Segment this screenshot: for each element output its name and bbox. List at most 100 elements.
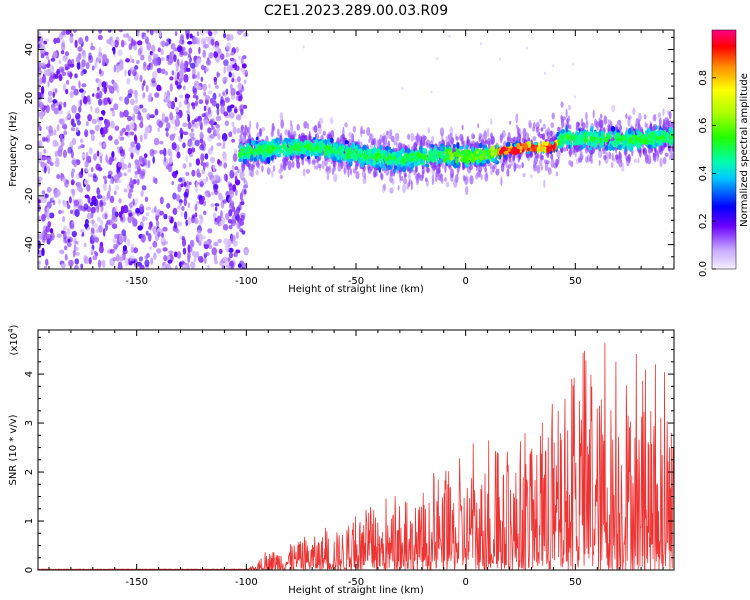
spectrogram-noise-dot (188, 61, 191, 65)
spectrogram-noise-dot (187, 202, 191, 209)
spectrogram-noise-dot (129, 54, 132, 64)
spectrogram-noise-dot (230, 234, 236, 242)
spectrogram-noise-dot (146, 30, 150, 33)
spectrogram-halo-dot (426, 167, 431, 173)
spectrogram-noise-dot (109, 177, 114, 184)
spectrogram-halo-dot (278, 168, 283, 174)
spectrogram-halo-dot (394, 132, 400, 142)
spectrogram-noise-dot (158, 120, 164, 128)
spectrogram-noise-dot (143, 132, 148, 140)
spectrogram-halo-dot (550, 130, 553, 137)
spectrogram-noise-dot (101, 195, 107, 203)
spectrogram-noise-dot (178, 69, 184, 78)
spectrogram-noise-dot (242, 55, 247, 60)
spectrogram-halo-dot (602, 147, 606, 155)
spectrogram-noise-dot (207, 228, 213, 234)
spectrogram-noise-dot (178, 101, 182, 109)
spectrogram-halo-dot (415, 175, 419, 186)
spectrogram-halo-dot (287, 129, 291, 138)
spectrogram-noise-dot (198, 99, 204, 105)
spectrogram-noise-dot (117, 171, 123, 178)
spectrogram-noise-dot (175, 194, 181, 202)
spectrogram-noise-dot (64, 253, 68, 261)
spectrogram-noise-dot (210, 119, 214, 127)
spectrogram-noise-dot (159, 196, 164, 205)
spectrogram-noise-dot (171, 142, 177, 151)
spectrogram-noise-dot (161, 40, 166, 48)
spectrogram-noise-dot (187, 141, 191, 147)
spectrogram-noise-dot (147, 160, 151, 169)
spectrogram-noise-dot (41, 136, 46, 142)
spectrogram-noise-dot (169, 83, 173, 92)
spectrogram-band-dot (578, 128, 581, 132)
spectrogram-halo-dot (522, 136, 527, 143)
spectrogram-halo-dot (284, 156, 289, 166)
spectrogram-noise-dot (98, 164, 102, 172)
spectrogram-noise-dot (225, 42, 232, 51)
spectrogram-noise-dot (51, 103, 55, 111)
spectrogram-noise-dot (235, 91, 240, 96)
spectrogram-noise-dot (115, 65, 121, 73)
spectrogram-noise-dot (47, 165, 50, 175)
spectrogram-noise-dot (241, 230, 246, 235)
spectrogram-halo-dot (360, 127, 363, 138)
spectrogram-noise-dot (56, 174, 61, 180)
spectrogram-noise-dot (152, 240, 158, 248)
spectrogram-noise-dot (155, 211, 159, 216)
spectrogram-noise-dot (222, 155, 227, 164)
spectrogram-noise-dot (85, 35, 89, 42)
spectrogram-noise-dot (146, 64, 150, 71)
spectrogram-noise-dot (235, 231, 239, 239)
spectrogram-noise-dot (244, 249, 248, 255)
spectrogram-halo-dot (527, 137, 531, 142)
spectrogram-halo-dot (251, 164, 256, 170)
spectrogram-halo-dot (273, 126, 276, 131)
spectrogram-noise-dot (203, 119, 209, 126)
spectrogram-band-dot (611, 126, 616, 132)
spectrogram-noise-dot (137, 48, 142, 56)
spectrogram-halo-dot (325, 166, 330, 172)
spectrogram-halo-dot (578, 155, 581, 163)
spectrogram-halo-dot (274, 154, 277, 160)
spectrogram-halo-dot (475, 172, 480, 177)
spectrogram-noise-dot (222, 91, 225, 96)
spectrogram-noise-dot (203, 91, 207, 97)
spectrogram-halo-dot (600, 113, 603, 119)
spectrogram-noise-dot (161, 232, 164, 238)
spectrogram-noise-dot (97, 259, 102, 269)
spectrogram-band-dot (280, 149, 285, 153)
spectrogram-noise-dot (239, 192, 243, 201)
spectrogram-noise-dot (216, 142, 222, 147)
spectrogram-halo-dot (668, 111, 672, 120)
spectrogram-halo-dot (480, 173, 483, 181)
spectrogram-noise-dot (111, 151, 115, 158)
spectrogram-noise-dot (191, 73, 196, 80)
spectrogram-noise-dot (202, 49, 206, 59)
spectrogram-noise-dot (223, 162, 228, 169)
spectrogram-noise-dot (234, 166, 239, 171)
spectrogram-noise-dot (238, 55, 241, 60)
spectrogram-noise-dot (136, 114, 141, 121)
spectrogram-noise-dot (140, 234, 146, 243)
spectrogram-noise-dot (67, 146, 73, 154)
spectrogram-halo-dot (393, 140, 397, 146)
spectrogram-noise-dot (147, 94, 152, 103)
spectrogram-band-dot (406, 148, 411, 154)
spectrogram-halo-dot (314, 165, 319, 170)
spectrogram-noise-dot (223, 65, 227, 74)
spectrogram-noise-dot (168, 215, 172, 221)
spectrogram-halo-dot (643, 114, 647, 120)
spectrogram-noise-dot (69, 223, 75, 230)
spectrogram-noise-dot (94, 124, 100, 132)
spectrogram-noise-dot (121, 229, 126, 237)
spectrogram-noise-dot (223, 238, 229, 245)
spectrogram-noise-dot (197, 255, 204, 262)
spectrogram-halo-dot (427, 127, 431, 134)
spectrogram-noise-dot (105, 223, 108, 231)
spectrogram-noise-dot (61, 30, 66, 36)
spectrogram-noise-dot (137, 30, 140, 33)
spectrogram-noise-dot (56, 124, 60, 132)
spectrogram-band-dot (465, 144, 469, 151)
spectrogram-noise-dot (73, 30, 77, 33)
spectrogram-noise-dot (183, 74, 189, 83)
